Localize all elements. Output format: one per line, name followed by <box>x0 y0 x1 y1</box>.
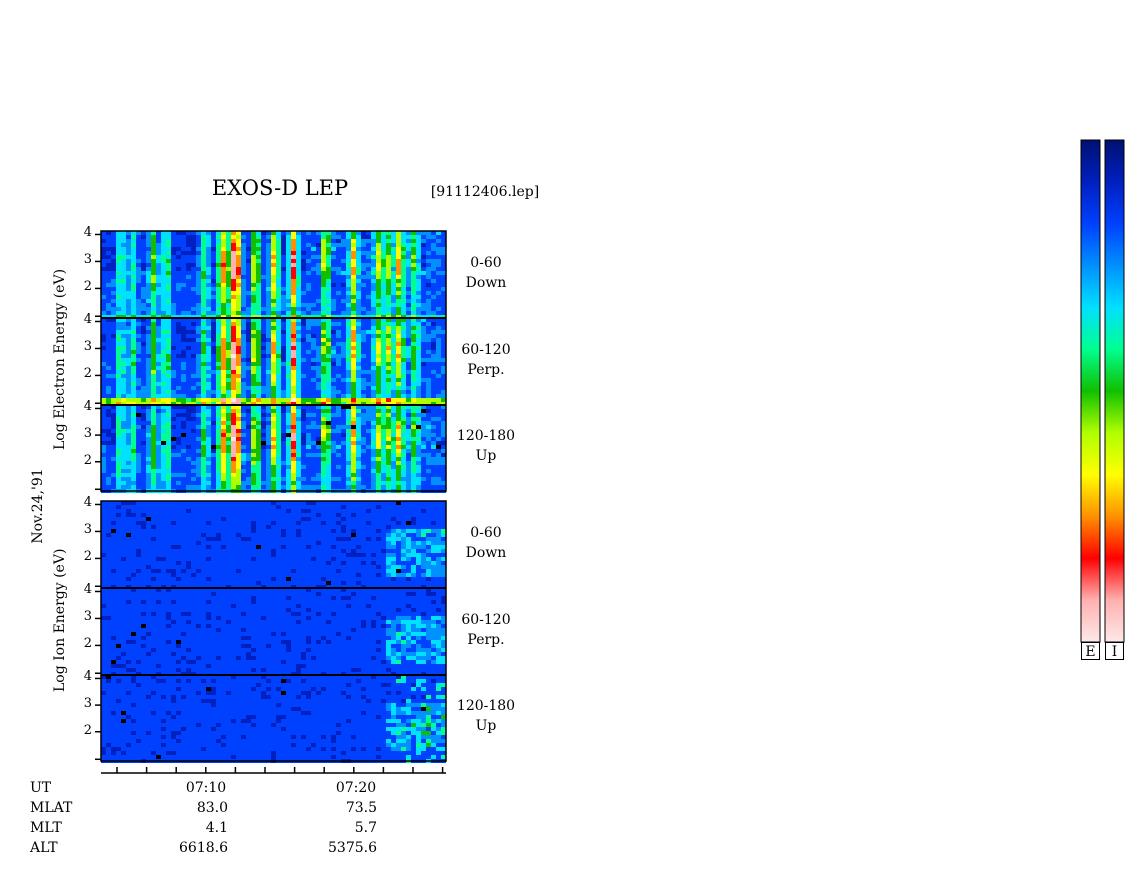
spectrogram-panel-3 <box>101 405 446 493</box>
mlt-value-1: 4.1 <box>205 820 228 836</box>
pitch-range: 60-120 <box>461 611 511 628</box>
y-tick-label: 4 <box>83 312 92 328</box>
spectrogram-panel-2 <box>101 318 446 406</box>
electron-frame <box>100 230 447 492</box>
ut-value-2: 07:20 <box>335 780 377 796</box>
pitch-range: 120-180 <box>456 698 516 714</box>
pitch-direction: Up <box>475 448 497 464</box>
y-tick-label: 2 <box>83 549 92 565</box>
ion-ylabel: Log Ion Energy (eV) <box>52 548 68 692</box>
y-tick-label: 3 <box>83 522 92 538</box>
pitch-label-panel-4: 0-60 Down <box>446 523 526 563</box>
colorbar-label-i: I <box>1105 642 1124 660</box>
pitch-label-panel-1: 0-60 Down <box>446 253 526 293</box>
y-tick-label: 4 <box>83 669 92 685</box>
y-tick-label: 2 <box>83 279 92 295</box>
mlat-value-1: 83.0 <box>196 800 228 816</box>
info-label-alt: ALT <box>30 840 58 856</box>
chart-title: EXOS-D LEP <box>211 176 349 200</box>
ion-frame <box>100 500 447 762</box>
pitch-direction: Up <box>475 718 497 734</box>
info-label-mlat: MLAT <box>30 800 73 816</box>
pitch-direction: Perp. <box>467 361 505 378</box>
y-tick-label: 2 <box>83 452 92 468</box>
y-tick-label: 4 <box>83 225 92 241</box>
y-tick-label: 2 <box>83 722 92 738</box>
info-label-ut: UT <box>30 780 52 796</box>
pitch-label-panel-3: 120-180 Up <box>446 426 526 466</box>
y-tick-label: 4 <box>83 495 92 511</box>
pitch-range: 120-180 <box>456 428 516 444</box>
pitch-range: 0-60 <box>470 524 502 541</box>
colorbar-label-e: E <box>1081 642 1100 660</box>
y-tick-label: 4 <box>83 399 92 415</box>
pitch-label-panel-2: 60-120 Perp. <box>446 340 526 380</box>
info-label-mlt: MLT <box>30 820 62 836</box>
spectrogram-panel-6 <box>101 675 446 763</box>
spectrogram-panel-5 <box>101 588 446 676</box>
y-tick-label: 2 <box>83 636 92 652</box>
electron-ylabel: Log Electron Energy (eV) <box>52 268 68 450</box>
mlt-value-2: 5.7 <box>354 820 377 836</box>
spectrogram-panel-1 <box>101 231 446 319</box>
y-tick-label: 2 <box>83 366 92 382</box>
y-tick-label: 3 <box>83 609 92 625</box>
y-tick-label: 4 <box>83 582 92 598</box>
date-label: Nov.24,'91 <box>30 468 46 544</box>
y-tick-label: 3 <box>83 696 92 712</box>
pitch-range: 60-120 <box>461 341 511 358</box>
spectrogram-panel-4 <box>101 501 446 589</box>
pitch-direction: Down <box>465 544 507 561</box>
pitch-label-panel-5: 60-120 Perp. <box>446 610 526 650</box>
y-tick-label: 3 <box>83 339 92 355</box>
mlat-value-2: 73.5 <box>345 800 377 816</box>
pitch-direction: Perp. <box>467 631 505 648</box>
file-label: [91112406.lep] <box>430 184 540 200</box>
colorbar-i <box>1104 139 1125 643</box>
y-tick-label: 3 <box>83 426 92 442</box>
pitch-label-panel-6: 120-180 Up <box>446 696 526 736</box>
pitch-direction: Down <box>465 274 507 291</box>
y-tick-label: 3 <box>83 252 92 268</box>
colorbar-e <box>1080 139 1101 643</box>
alt-value-1: 6618.6 <box>179 840 228 856</box>
pitch-range: 0-60 <box>470 254 502 271</box>
ut-value-1: 07:10 <box>185 780 227 796</box>
alt-value-2: 5375.6 <box>328 840 377 856</box>
